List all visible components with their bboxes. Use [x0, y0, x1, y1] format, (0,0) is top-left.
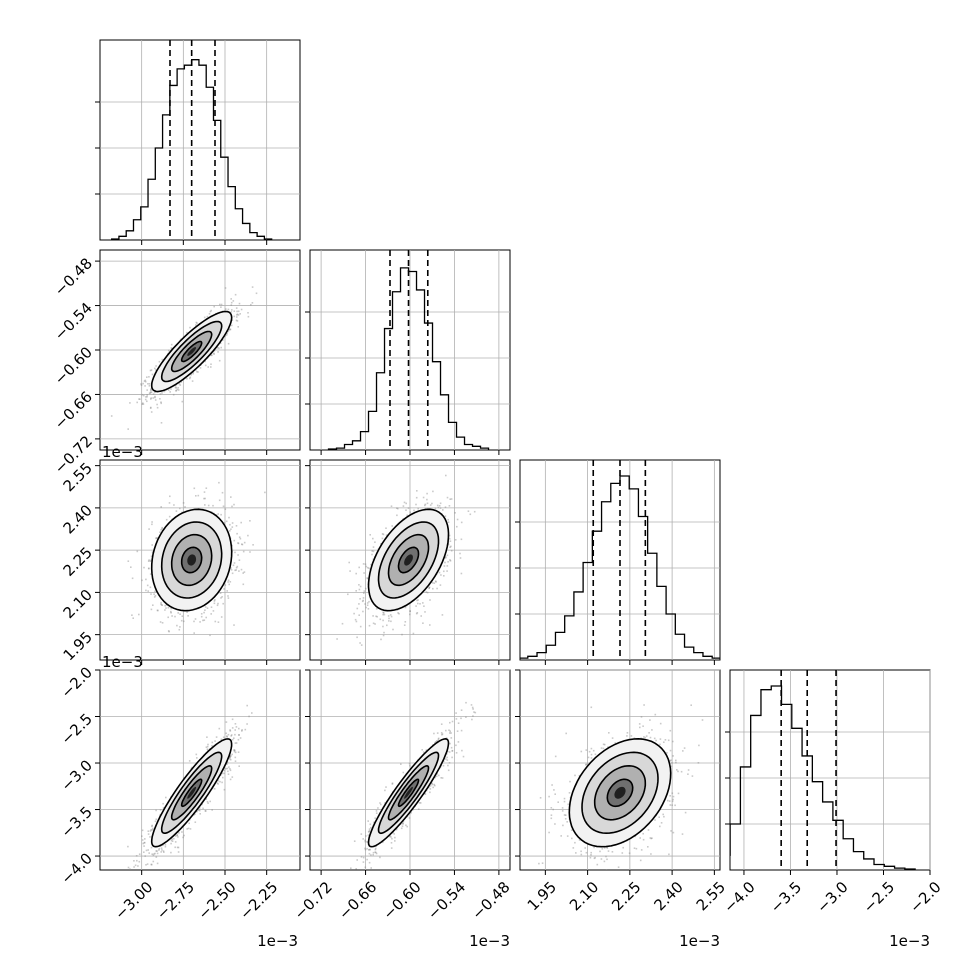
histogram-panel-2	[309, 249, 511, 451]
density-fill	[187, 347, 197, 356]
contour-line	[160, 320, 223, 383]
ticks-panel-1-2	[95, 260, 268, 455]
scatter-panel-3-4	[519, 669, 721, 871]
ticks-panel-3-3	[515, 521, 715, 665]
contour-line	[593, 764, 647, 821]
contour-line	[170, 764, 213, 821]
density-fill	[404, 786, 413, 799]
contour-line	[568, 737, 672, 848]
contour-line	[160, 751, 223, 834]
y-tick-label: −2.5	[58, 710, 96, 748]
scatter-panel-1-3	[99, 459, 301, 661]
histogram-step-line	[520, 475, 720, 659]
contour-line	[180, 546, 203, 574]
y-tick-label: −0.60	[51, 343, 96, 388]
x-tick-label: 2.40	[651, 878, 687, 914]
ticks-panel-4-4	[725, 731, 931, 875]
contour-line	[150, 508, 233, 612]
scatter-panel-1-4	[99, 669, 301, 871]
ticks-panel-1-4	[95, 669, 268, 875]
x-tick-label: −2.75	[153, 878, 198, 923]
ticks-panel-2-4	[305, 669, 500, 875]
x-tick-label: 2.25	[608, 878, 644, 914]
y-tick-label: 2.10	[60, 586, 96, 622]
y-tick-label: 2.40	[60, 501, 96, 537]
contour-line	[150, 310, 233, 393]
histogram-panel-4	[729, 669, 931, 871]
contour-line	[180, 778, 203, 808]
density-fill	[187, 786, 197, 799]
contour-line	[160, 521, 223, 599]
x-offset-label: 1e−3	[257, 932, 298, 950]
ticks-panel-1-1	[95, 101, 268, 245]
x-tick-label: −4.0	[720, 878, 758, 916]
y-tick-label: −0.54	[51, 299, 96, 344]
x-tick-label: −0.66	[335, 878, 380, 923]
contour-line	[387, 533, 430, 587]
y-tick-label: −0.48	[51, 254, 96, 299]
x-tick-label: −0.54	[424, 878, 469, 923]
contour-line	[170, 330, 213, 373]
contour-line	[377, 751, 440, 835]
contour-line	[397, 546, 420, 574]
x-tick-label: −0.60	[380, 878, 425, 923]
x-tick-label: −2.50	[195, 878, 240, 923]
panel-frame	[729, 669, 931, 871]
contour-line	[377, 521, 440, 599]
histogram-step-line	[327, 267, 490, 450]
scatter-panel-2-3	[309, 459, 511, 661]
contour-line	[367, 737, 450, 848]
y-tick-label: −0.66	[51, 388, 96, 433]
histogram-panel-3	[519, 459, 721, 661]
x-tick-label: −2.0	[906, 878, 944, 916]
y-tick-label: −3.5	[58, 803, 96, 841]
x-tick-label: −3.00	[111, 878, 156, 923]
density-fill	[614, 786, 626, 799]
y-tick-label: −4.0	[58, 849, 96, 887]
ticks-panel-1-3	[95, 465, 268, 665]
density-fill	[404, 554, 413, 566]
panel-frame	[99, 39, 301, 241]
x-tick-label: −2.25	[236, 878, 281, 923]
x-offset-label: 1e−3	[889, 932, 930, 950]
contour-line	[581, 751, 659, 835]
x-tick-label: 1.95	[524, 878, 560, 914]
y-offset-label: 1e−3	[102, 443, 143, 461]
x-tick-label: −2.5	[860, 878, 898, 916]
contour-line	[397, 778, 420, 808]
y-tick-label: 2.25	[60, 543, 96, 579]
scatter-panel-2-4	[309, 669, 511, 871]
x-tick-label: −3.0	[813, 878, 851, 916]
x-tick-label: −0.72	[291, 878, 336, 923]
x-tick-label: −0.48	[468, 878, 513, 923]
x-tick-label: 2.10	[566, 878, 602, 914]
x-offset-label: 1e−3	[469, 932, 510, 950]
contour-line	[170, 533, 213, 587]
x-tick-label: 2.55	[693, 878, 729, 914]
contour-line	[387, 764, 430, 821]
contour-line	[367, 508, 450, 612]
y-tick-label: −2.0	[58, 663, 96, 701]
y-offset-label: 1e−3	[102, 653, 143, 671]
contour-line	[180, 340, 203, 363]
density-fill	[187, 554, 197, 566]
x-tick-label: −3.5	[767, 878, 805, 916]
contour-line	[606, 778, 634, 808]
scatter-panel-1-2	[99, 249, 301, 451]
ticks-panel-2-2	[305, 311, 500, 455]
y-tick-label: 1.95	[60, 628, 96, 664]
ticks-panel-3-4	[515, 669, 715, 875]
ticks-panel-2-3	[305, 465, 500, 665]
y-tick-label: −3.0	[58, 756, 96, 794]
x-offset-label: 1e−3	[679, 932, 720, 950]
contour-line	[150, 738, 233, 848]
histogram-panel-1	[99, 39, 301, 241]
